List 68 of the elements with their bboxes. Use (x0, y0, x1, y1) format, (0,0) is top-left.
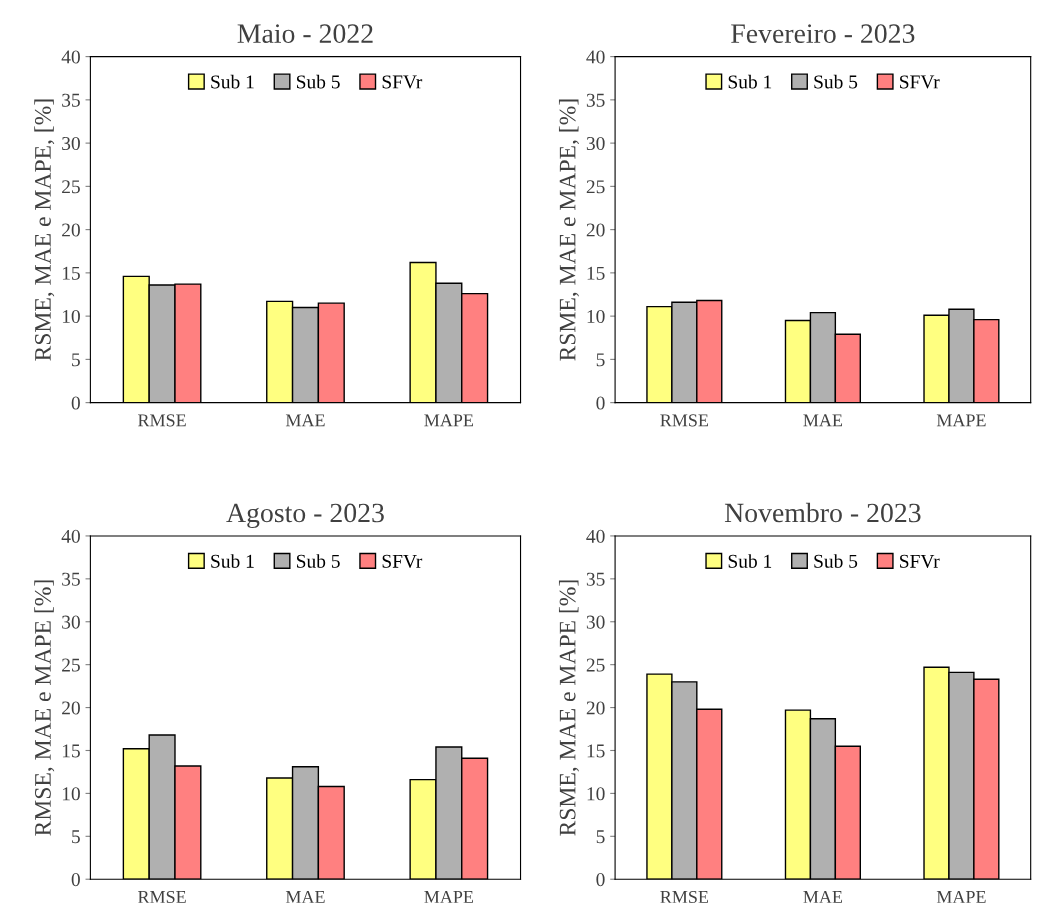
y-tick-label: 10 (62, 309, 80, 324)
x-tick-label: MAPE (936, 890, 986, 903)
y-tick-label: 30 (586, 136, 605, 151)
y-tick-label: 25 (586, 658, 605, 672)
y-tick-label: 20 (586, 701, 605, 715)
y-tick-label: 15 (62, 266, 80, 280)
y-tick-label: 0 (71, 873, 80, 887)
y-tick-label: 0 (596, 396, 605, 410)
x-tick-label: RMSE (138, 890, 186, 904)
y-tick-label: 5 (596, 353, 605, 367)
y-tick-label: 20 (586, 223, 605, 237)
y-tick-label: 20 (62, 701, 80, 715)
legend-label: Sub 5 (296, 74, 340, 89)
y-tick-label: 0 (71, 396, 80, 410)
y-tick-label: 40 (61, 529, 80, 543)
y-tick-label: 35 (62, 93, 80, 107)
x-tick-label: MAPE (424, 890, 474, 903)
chart-title: Novembro - 2023 (724, 502, 921, 523)
y-tick-label: 20 (62, 223, 80, 237)
legend-label: Sub 1 (211, 554, 254, 568)
y-axis-title: RSME, MAE e MAPE [%] (558, 580, 579, 836)
y-tick-label: 25 (62, 658, 80, 672)
y-tick-label: 35 (586, 572, 605, 586)
legend-label: Sub 1 (728, 554, 772, 568)
y-tick-label: 40 (61, 50, 80, 64)
chart-title: Agosto - 2023 (226, 503, 384, 529)
x-tick-label: MAE (285, 414, 325, 427)
y-tick-label: 15 (62, 744, 80, 758)
legend-label: SFVr (900, 554, 940, 568)
y-tick-label: 30 (586, 615, 605, 629)
y-tick-label: 40 (586, 529, 605, 543)
legend-label: SFVr (900, 75, 940, 89)
y-tick-label: 10 (587, 309, 605, 324)
x-tick-label: MAE (803, 414, 843, 427)
legend-label: Sub 1 (211, 74, 254, 89)
x-tick-label: MAE (803, 890, 843, 903)
chart-title: Fevereiro - 2023 (731, 24, 915, 43)
chart-title: Maio - 2022 (237, 24, 373, 43)
y-tick-label: 25 (62, 180, 80, 194)
legend-label: SFVr (382, 75, 423, 89)
x-tick-label: MAPE (936, 414, 986, 427)
y-tick-label: 25 (586, 180, 605, 194)
y-tick-label: 35 (62, 572, 80, 586)
y-tick-label: 5 (72, 353, 80, 367)
x-tick-label: MAPE (424, 414, 474, 427)
x-tick-label: RMSE (660, 414, 709, 427)
y-tick-label: 0 (596, 873, 605, 887)
x-tick-label: RMSE (138, 414, 186, 427)
y-tick-label: 30 (62, 615, 80, 629)
legend-label: SFVr (382, 554, 423, 568)
y-axis-title: RMSE, MAE e MAPE [%] (34, 580, 55, 836)
y-axis-title: RSME, MAE e MAPE, [%] (558, 99, 579, 361)
y-tick-label: 35 (586, 93, 605, 107)
y-axis-title: RSME, MAE e MAPE, [%] (34, 99, 55, 361)
y-tick-label: 30 (62, 136, 80, 151)
x-tick-label: MAE (285, 890, 325, 903)
y-tick-label: 10 (587, 787, 605, 801)
x-tick-label: RMSE (660, 890, 709, 904)
legend-label: Sub 1 (728, 74, 772, 89)
y-tick-label: 15 (587, 266, 605, 280)
legend-label: Sub 5 (814, 74, 858, 89)
y-tick-label: 40 (586, 50, 605, 64)
y-tick-label: 10 (62, 787, 80, 801)
y-tick-label: 5 (72, 830, 80, 844)
y-tick-label: 5 (596, 830, 605, 844)
y-tick-label: 15 (587, 744, 605, 758)
legend-label: Sub 5 (814, 554, 858, 568)
legend-label: Sub 5 (296, 554, 340, 568)
